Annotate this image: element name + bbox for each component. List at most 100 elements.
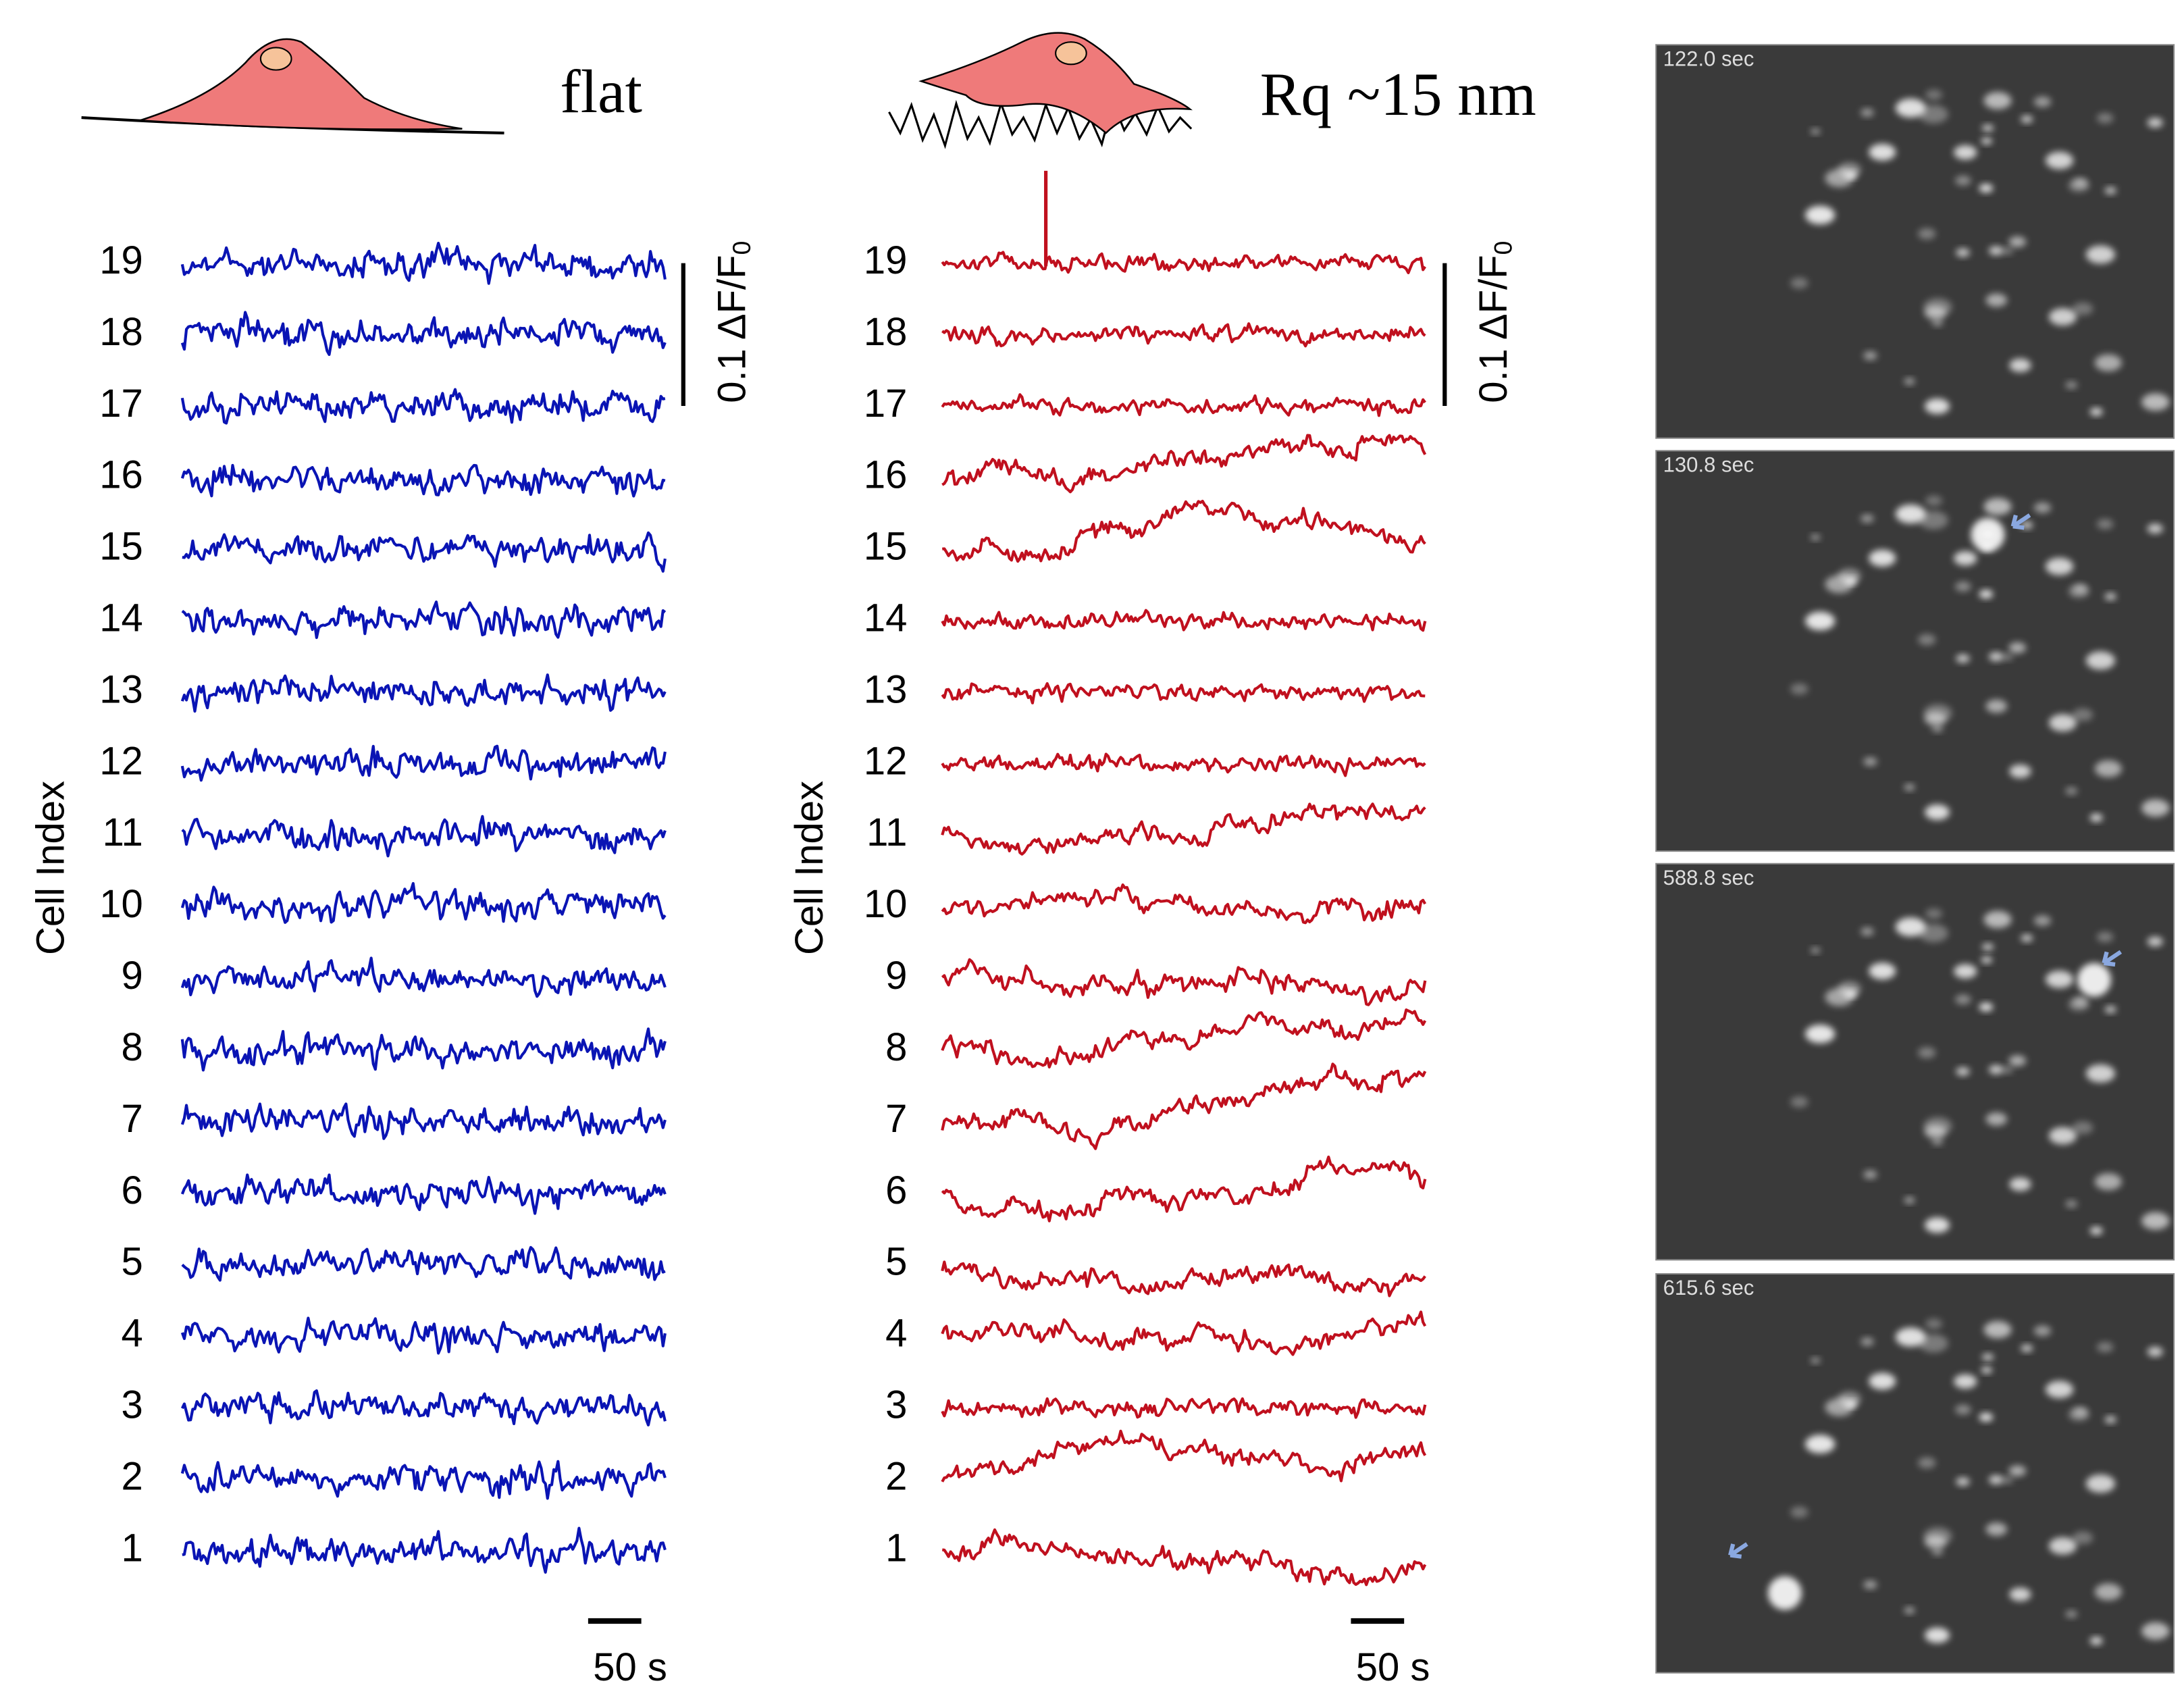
cell-spot <box>1956 1067 1970 1076</box>
cell-spot <box>2069 998 2089 1011</box>
panel-title: flat <box>560 57 642 126</box>
trace <box>941 1310 1427 1356</box>
cell-spot <box>2045 971 2074 988</box>
cell-spot <box>2096 1341 2114 1353</box>
row-label: 13 <box>99 667 143 711</box>
cell-spot <box>1931 1548 1944 1555</box>
cell-spot <box>2048 1537 2077 1555</box>
row-label: 7 <box>885 1097 907 1141</box>
cell-spot <box>2085 651 2116 670</box>
cell-spot <box>1981 956 1992 964</box>
cell-spot <box>1989 652 2004 661</box>
cell-spot <box>1863 1170 1877 1179</box>
row-label: 18 <box>864 310 908 354</box>
trace <box>941 883 1427 925</box>
cell-spot <box>1925 398 1950 414</box>
cell-spot <box>1954 550 1977 566</box>
cell-spot <box>2002 653 2014 661</box>
cell-spot <box>1979 1002 1994 1012</box>
cell-spot <box>1924 1125 1946 1139</box>
row-label: 19 <box>864 238 908 282</box>
cell-spot <box>1811 128 1821 135</box>
cell-spot <box>2141 393 2170 411</box>
cell-spot <box>2065 381 2078 389</box>
cell-spot <box>2069 1408 2089 1421</box>
trace <box>180 1102 667 1140</box>
row-label: 15 <box>99 525 143 569</box>
cell-spot <box>1904 1607 1915 1614</box>
cell-spot <box>1955 994 1971 1005</box>
cell-spot <box>1925 804 1950 820</box>
cell-spot <box>2089 1637 2103 1645</box>
cell-spot <box>2009 1587 2031 1601</box>
rough-cell-sketch <box>888 32 1193 149</box>
trace <box>182 1526 667 1574</box>
cell-spot <box>1989 1475 2004 1485</box>
cell-spot <box>2094 1173 2122 1191</box>
cell-spot <box>1845 1400 1857 1408</box>
cell-spot <box>2072 708 2094 721</box>
row-label: 6 <box>122 1168 143 1212</box>
trace <box>180 1027 667 1072</box>
cell-spot <box>1979 590 1994 599</box>
scale-bar-y-label: 0.1 ΔF/F0 <box>710 241 756 403</box>
cell-spot <box>1954 1374 1977 1389</box>
cell-spot <box>2002 1066 2014 1074</box>
cell-spot <box>1955 582 1971 592</box>
cell-spot <box>1790 277 1809 289</box>
cell-spot <box>1955 1404 1971 1415</box>
cell-spot <box>1931 1138 1944 1146</box>
row-label: 12 <box>99 739 143 783</box>
cell-spot <box>1985 293 2008 307</box>
cell-spot <box>1917 634 1936 646</box>
trace <box>180 1389 667 1426</box>
row-label: 10 <box>99 882 143 926</box>
trace <box>181 1245 666 1282</box>
row-label: 11 <box>103 811 143 854</box>
cell-spot <box>1954 145 1977 160</box>
cell-spot <box>2065 1200 2078 1208</box>
row-label: 1 <box>885 1526 907 1570</box>
row-label: 10 <box>864 882 908 926</box>
row-label: 5 <box>122 1240 143 1284</box>
cell-spot <box>1925 1627 1950 1643</box>
y-axis-label: Cell Index <box>28 781 72 955</box>
cell-spot <box>2094 1583 2122 1601</box>
scale-bar-x-label: 50 s <box>593 1645 667 1689</box>
cell-spot <box>1989 1064 2004 1075</box>
cell-spot <box>2008 1055 2027 1066</box>
row-label: 9 <box>885 954 907 998</box>
cell-spot <box>2147 936 2163 947</box>
cell-spot <box>2065 1610 2078 1618</box>
trace <box>180 1316 667 1355</box>
cell-spot <box>2147 1346 2163 1357</box>
row-label: 4 <box>122 1312 143 1356</box>
cell-spot <box>1845 171 1857 179</box>
trace <box>180 311 667 357</box>
cell-spot <box>2147 118 2163 128</box>
row-label: 14 <box>99 596 143 640</box>
cell-spot <box>1863 757 1877 766</box>
cell-spot <box>1925 1318 1943 1329</box>
flat-cell-sketch <box>81 38 504 134</box>
cell-spot <box>1931 319 1944 327</box>
cell-spot <box>2094 760 2122 777</box>
cell-spot <box>2045 1381 2074 1399</box>
row-label: 8 <box>885 1025 907 1069</box>
trace <box>180 463 666 498</box>
row-label: 11 <box>866 811 907 854</box>
cell-spot <box>1895 98 1926 118</box>
cell-spot <box>2089 1227 2103 1235</box>
cell-spot <box>1919 511 1948 530</box>
cell-spot <box>1981 1366 1992 1374</box>
trace <box>941 434 1427 494</box>
cell-spot <box>2104 592 2116 600</box>
cell-spot <box>1895 504 1926 524</box>
row-label: 6 <box>885 1168 907 1212</box>
cell-spot <box>1805 205 1836 225</box>
microscopy-image: 122.0 sec <box>1655 44 2175 439</box>
cell-spot <box>2009 764 2031 778</box>
cell-spot <box>2065 787 2078 795</box>
cell-spot <box>2104 1416 2116 1424</box>
